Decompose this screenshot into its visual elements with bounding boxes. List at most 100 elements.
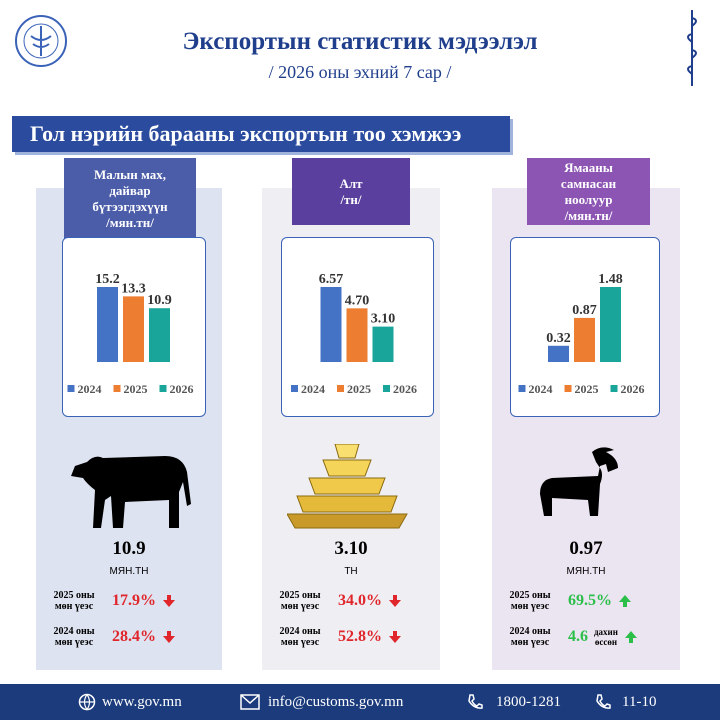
change-label-line: мөн үеэс: [54, 601, 94, 612]
icon-shape: [287, 444, 408, 529]
arrow-down: [389, 631, 401, 643]
label-line: /мян.тн/: [564, 207, 613, 223]
bar: [372, 326, 394, 362]
legend-swatch: [291, 385, 298, 392]
value-label: 15.2: [95, 272, 120, 287]
change-row: 2024 оны мөн үеэс 28.4%: [42, 626, 216, 648]
chart-box: 15.2 13.3 10.9 2024 2025 2026: [62, 237, 206, 417]
value-label: 0.87: [572, 303, 597, 318]
change-value: 52.8%: [338, 628, 382, 645]
change-label: 2025 оны мөн үеэс: [42, 590, 106, 612]
change-row: 2025 оны мөн үеэс 69.5%: [498, 590, 674, 612]
banner: Гол нэрийн барааны экспортын тоо хэмжээ: [12, 116, 510, 152]
bar: [97, 287, 118, 362]
change-extra: дахин өссөн: [594, 627, 618, 647]
arrow-shape: [619, 595, 631, 607]
icon-shape: [296, 495, 398, 513]
label-line: Малын мах,: [93, 167, 167, 182]
website: www.gov.mn: [102, 694, 182, 710]
change-extra-line: дахин: [594, 627, 618, 637]
change-row: 2025 оны мөн үеэс 34.0%: [268, 590, 434, 612]
bar: [123, 296, 144, 362]
change-value: 17.9%: [112, 592, 156, 609]
change-label: 2024 оны мөн үеэс: [268, 626, 332, 648]
total-unit: МЯН.ТН: [109, 566, 149, 577]
panel-label: Алт/тн/: [292, 158, 410, 225]
change-label-line: мөн үеэс: [54, 637, 94, 648]
value-label: 4.70: [345, 293, 370, 308]
change-label-line: 2024 оны: [53, 626, 95, 637]
legend-swatch: [159, 385, 167, 392]
icon-shape: [308, 477, 386, 495]
change-label-line: мөн үеэс: [510, 637, 550, 648]
label-line: /тн/: [340, 191, 362, 207]
chart-box: 0.32 0.87 1.48 2024 2025 2026: [510, 237, 660, 417]
chart-box: 6.57 4.70 3.10 2024 2025 2026: [281, 237, 434, 417]
footer: www.gov.mn info@customs.gov.mn 1800-1281…: [0, 684, 720, 720]
value-label: 10.9: [147, 293, 172, 308]
change-label: 2025 оны мөн үеэс: [498, 590, 562, 612]
icon-shape: [71, 456, 191, 528]
cow-icon: [71, 456, 191, 528]
arrow-down: [389, 595, 401, 607]
panel-label: Ямааны самнасан ноолуур/мян.тн/: [527, 158, 650, 225]
arrow-shape: [163, 631, 175, 643]
arrow-shape: [624, 631, 637, 643]
icon-shape: [540, 447, 618, 516]
label-line: ноолуур: [564, 191, 613, 207]
bar-chart: 0.320.87 1.48 2024 2025 2026: [518, 272, 645, 396]
change-value: 4.6: [568, 628, 588, 645]
script-ornament: [687, 10, 697, 86]
bar: [600, 287, 621, 362]
legend-label: 2025: [124, 382, 148, 396]
change-row: 2024 оны мөн үеэс 4.6 дахин өссөн: [498, 626, 674, 648]
phone-icon: [468, 694, 483, 709]
value-label: 1.48: [598, 272, 623, 287]
change-label-line: мөн үеэс: [510, 601, 550, 612]
legend-label: 2026: [170, 382, 194, 396]
arrow-shape: [389, 631, 401, 643]
legend-swatch: [610, 385, 618, 392]
legend-swatch: [564, 385, 572, 392]
bar: [548, 345, 569, 362]
change-label: 2024 оны мөн үеэс: [42, 626, 106, 648]
email: info@customs.gov.mn: [268, 694, 404, 710]
arrow-shape: [163, 595, 175, 607]
change-label-line: мөн үеэс: [280, 601, 320, 612]
change-value: 28.4%: [112, 628, 156, 645]
title: Экспортын статистик мэдээлэл: [182, 28, 538, 55]
arrow-up: [624, 631, 637, 643]
bar: [346, 308, 368, 362]
gold-icon: [287, 444, 408, 529]
legend-label: 2025: [347, 382, 371, 396]
value-label: 0.32: [546, 331, 571, 346]
mail-icon: [240, 694, 260, 710]
legend-label: 2024: [529, 382, 553, 396]
icon-shape: [334, 444, 360, 459]
bar-chart: 6.574.703.10 2024 2025 2026: [291, 272, 417, 396]
panel-label: Малын мах, дайвар бүтээгдэхүүн/мян.тн/: [64, 158, 196, 240]
change-label-line: 2024 оны: [509, 626, 551, 637]
label-line: самнасан: [560, 175, 617, 191]
arrow-shape: [389, 595, 401, 607]
bar-chart: 15.213.310.9 2024 2025 2026: [67, 272, 194, 396]
change-label-line: 2025 оны: [279, 590, 321, 601]
icon-shape: [287, 513, 408, 529]
change-row: 2024 оны мөн үеэс 52.8%: [268, 626, 434, 648]
change-label-line: мөн үеэс: [280, 637, 320, 648]
label-line: бүтээгдэхүүн: [92, 199, 168, 214]
value-label: 6.57: [319, 272, 344, 287]
value-label: 13.3: [121, 281, 146, 296]
legend-label: 2026: [621, 382, 645, 396]
phone-icon: [596, 694, 611, 709]
bar: [149, 308, 170, 362]
subtitle: / 2026 оны эхний 7 сар /: [268, 62, 452, 82]
total-unit: МЯН.ТН: [566, 566, 606, 577]
arrow-down: [163, 595, 175, 607]
legend-label: 2026: [393, 382, 417, 396]
arrow-up: [619, 595, 631, 607]
value-label: 3.10: [371, 312, 396, 327]
change-label-line: 2025 оны: [509, 590, 551, 601]
label-line: дайвар: [109, 183, 151, 198]
